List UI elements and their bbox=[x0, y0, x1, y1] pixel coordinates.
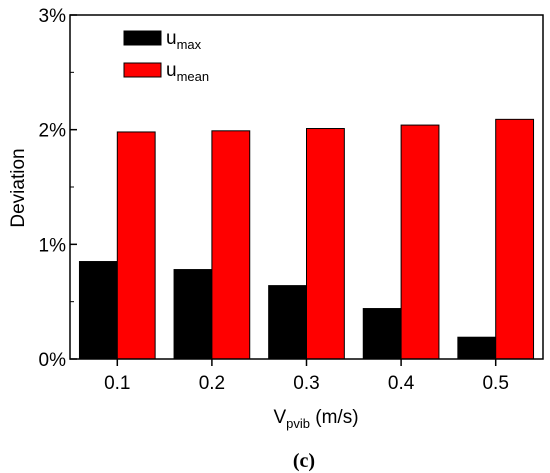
bar-mean-0.2 bbox=[211, 130, 251, 360]
bar-group bbox=[78, 118, 535, 360]
legend-label-max: umax bbox=[166, 28, 202, 52]
bar-mean-0.5 bbox=[495, 118, 535, 360]
x-axis-title-unit: (m/s) bbox=[310, 407, 359, 428]
bar-max-0.4 bbox=[362, 308, 402, 360]
x-axis-title-sub: pvib bbox=[286, 416, 310, 431]
x-axis-title: Vpvib (m/s) bbox=[273, 407, 358, 431]
legend-swatch-max bbox=[123, 30, 162, 46]
y-tick-label: 0% bbox=[39, 350, 67, 371]
x-tick-label: 0.2 bbox=[199, 373, 225, 394]
y-tick-label: 2% bbox=[39, 121, 67, 142]
y-axis-title: Deviation bbox=[8, 148, 29, 227]
y-axis-ticks: 0% 1% 2% 3% bbox=[39, 6, 77, 371]
bar-max-0.1 bbox=[78, 261, 118, 360]
x-tick-label: 0.1 bbox=[104, 373, 130, 394]
x-axis-ticks: 0.1 0.2 0.3 0.4 0.5 bbox=[104, 359, 509, 394]
bar-mean-0.3 bbox=[306, 128, 345, 360]
x-tick-label: 0.4 bbox=[388, 373, 415, 394]
panel-label: (c) bbox=[293, 450, 315, 472]
y-tick-label: 1% bbox=[39, 235, 67, 256]
bar-max-0.5 bbox=[457, 336, 497, 360]
bar-max-0.3 bbox=[268, 285, 308, 360]
x-axis-title-main: V bbox=[273, 407, 286, 428]
x-tick-label: 0.5 bbox=[482, 373, 508, 394]
bar-max-0.2 bbox=[173, 269, 213, 360]
y-tick-label: 3% bbox=[39, 6, 67, 27]
bar-mean-0.1 bbox=[116, 131, 156, 360]
legend-swatch-mean bbox=[123, 62, 162, 78]
legend: umax umean bbox=[123, 28, 209, 84]
legend-label-mean: umean bbox=[166, 60, 209, 84]
bar-mean-0.4 bbox=[400, 124, 440, 360]
x-tick-label: 0.3 bbox=[293, 373, 319, 394]
